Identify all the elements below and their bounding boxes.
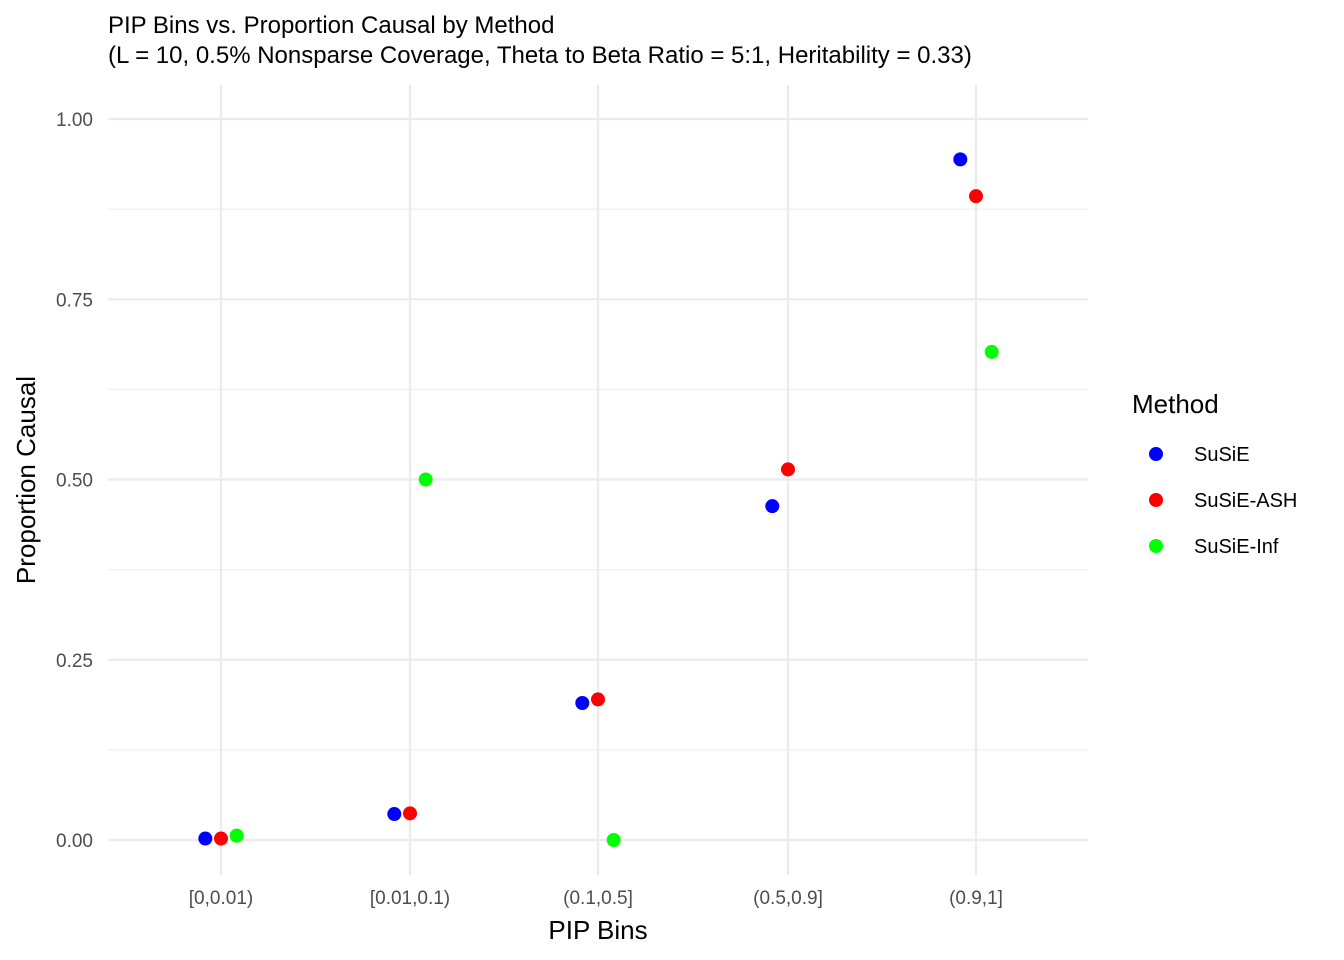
y-tick-label: 0.25	[56, 651, 93, 672]
data-point	[229, 828, 244, 843]
legend-key	[1149, 447, 1163, 461]
y-tick-label: 0.75	[56, 290, 93, 311]
data-point	[214, 831, 228, 846]
legend-key	[1149, 539, 1163, 553]
x-tick-label: (0.5,0.9]	[753, 888, 823, 909]
legend-label: SuSiE-ASH	[1194, 490, 1297, 512]
y-axis-ticks: 0.00 0.25 0.50 0.75 1.00	[56, 110, 93, 852]
data-point	[591, 692, 605, 707]
x-axis-title: PIP Bins	[548, 915, 647, 945]
chart-subtitle: (L = 10, 0.5% Nonsparse Coverage, Theta …	[108, 42, 972, 69]
legend-title: Method	[1132, 389, 1219, 419]
legend-key	[1149, 493, 1163, 507]
data-point	[953, 152, 968, 167]
legend: Method SuSiE SuSiE-ASH SuSiE-Inf	[1132, 389, 1297, 558]
data-point	[387, 807, 402, 822]
data-point	[403, 806, 417, 821]
y-tick-label: 1.00	[56, 110, 93, 131]
x-tick-label: [0,0.01)	[189, 888, 253, 909]
x-tick-label: (0.1,0.5]	[563, 888, 633, 909]
x-axis-ticks: [0,0.01) [0.01,0.1) (0.1,0.5] (0.5,0.9] (0.9…	[189, 888, 1003, 909]
data-point	[198, 831, 213, 846]
data-points	[198, 152, 999, 847]
data-point	[969, 189, 983, 204]
legend-items: SuSiE SuSiE-ASH SuSiE-Inf	[1149, 444, 1297, 558]
y-tick-label: 0.00	[56, 831, 93, 852]
data-point	[606, 833, 621, 847]
data-point	[984, 344, 999, 359]
data-point	[781, 462, 795, 477]
chart-title: PIP Bins vs. Proportion Causal by Method	[108, 12, 554, 39]
data-point	[765, 499, 780, 514]
data-point	[575, 696, 590, 711]
legend-label: SuSiE-Inf	[1194, 536, 1279, 558]
y-axis-title: Proportion Causal	[11, 376, 41, 584]
data-point	[418, 472, 433, 487]
y-tick-label: 0.50	[56, 471, 93, 492]
legend-label: SuSiE	[1194, 444, 1250, 466]
x-tick-label: [0.01,0.1)	[370, 888, 450, 909]
grid	[108, 85, 1088, 875]
x-tick-label: (0.9,1]	[949, 888, 1003, 909]
